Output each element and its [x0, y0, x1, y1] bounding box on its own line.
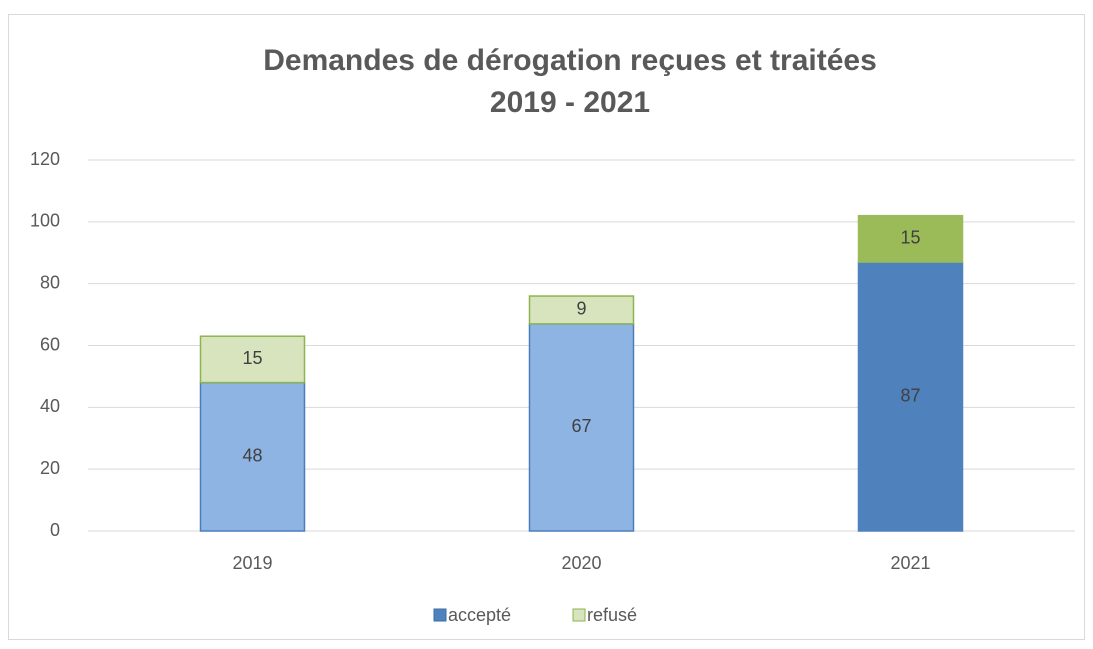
- y-tick-label: 120: [30, 149, 60, 169]
- bar-segment: [199, 335, 306, 384]
- data-label: 15: [242, 348, 262, 368]
- legend-swatch: [572, 608, 586, 622]
- chart-subtitle: 2019 - 2021: [490, 86, 650, 119]
- legend-label: refusé: [587, 605, 637, 625]
- y-tick-label: 0: [50, 520, 60, 540]
- bar-segment: [199, 381, 306, 532]
- data-label: 15: [900, 228, 920, 248]
- data-label: 87: [900, 385, 920, 405]
- y-tick-label: 80: [40, 272, 60, 292]
- bar-segment: [528, 295, 635, 325]
- bar-segment: [528, 323, 635, 532]
- bar-segment: [857, 261, 964, 532]
- data-label: 9: [576, 299, 586, 319]
- y-tick-label: 40: [40, 396, 60, 416]
- y-tick-label: 20: [40, 458, 60, 478]
- data-label: 48: [242, 446, 262, 466]
- x-tick-label: 2020: [561, 553, 601, 573]
- data-label: 67: [571, 416, 591, 436]
- bar-segment: [857, 214, 964, 263]
- chart-title: Demandes de dérogation reçues et traitée…: [263, 44, 877, 77]
- y-tick-label: 60: [40, 334, 60, 354]
- x-tick-label: 2019: [232, 553, 272, 573]
- legend-label: accepté: [448, 605, 511, 625]
- x-tick-label: 2021: [890, 553, 930, 573]
- legend-swatch: [433, 608, 447, 622]
- y-tick-label: 100: [30, 211, 60, 231]
